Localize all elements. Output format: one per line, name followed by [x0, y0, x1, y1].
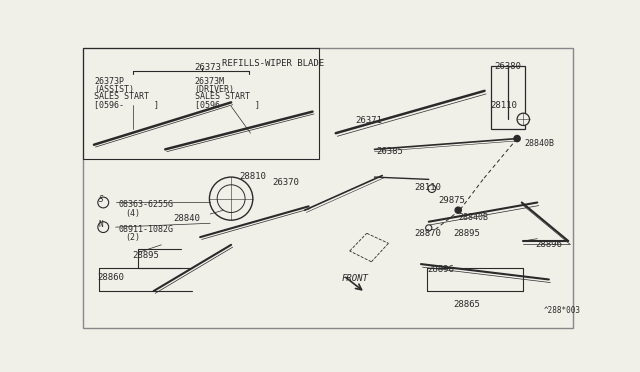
Text: 28840: 28840: [173, 214, 200, 223]
Text: ^288*003: ^288*003: [543, 307, 580, 315]
Text: 28810: 28810: [239, 172, 266, 181]
Text: 28896: 28896: [536, 240, 563, 249]
Text: 26373: 26373: [195, 63, 221, 72]
Text: [0596-      ]: [0596- ]: [195, 100, 260, 109]
Text: 26370: 26370: [272, 178, 299, 187]
Text: N: N: [99, 219, 103, 228]
Text: 26373P: 26373P: [94, 77, 124, 86]
Circle shape: [455, 207, 461, 213]
Text: [0596-      ]: [0596- ]: [94, 100, 159, 109]
Text: 26371: 26371: [355, 116, 382, 125]
Text: 28110: 28110: [415, 183, 442, 192]
Text: S: S: [99, 195, 103, 204]
Text: 26380: 26380: [494, 62, 521, 71]
Text: 28840B: 28840B: [525, 139, 555, 148]
Text: 29875: 29875: [438, 196, 465, 205]
Text: 28870: 28870: [415, 230, 442, 238]
Text: 26385: 26385: [376, 147, 403, 156]
Text: 28840B: 28840B: [458, 212, 488, 221]
Text: 26373M: 26373M: [195, 77, 225, 86]
Circle shape: [517, 113, 529, 125]
Circle shape: [428, 185, 436, 192]
Text: (ASSIST): (ASSIST): [94, 85, 134, 94]
Text: 28896: 28896: [428, 265, 454, 274]
Text: SALES START: SALES START: [94, 92, 149, 102]
Text: FRONT: FRONT: [342, 274, 369, 283]
Circle shape: [426, 225, 432, 231]
Text: (4): (4): [125, 209, 140, 218]
Circle shape: [514, 135, 520, 142]
Text: 28865: 28865: [454, 300, 481, 309]
Bar: [83, 48, 319, 158]
Text: 08363-6255G: 08363-6255G: [119, 200, 173, 209]
Text: (2): (2): [125, 233, 140, 242]
Text: 28895: 28895: [132, 251, 159, 260]
Text: 28860: 28860: [97, 273, 124, 282]
Text: SALES START: SALES START: [195, 92, 250, 102]
Text: 28895: 28895: [454, 230, 481, 238]
Text: REFILLS-WIPER BLADE: REFILLS-WIPER BLADE: [222, 58, 324, 67]
Bar: [491, 66, 525, 129]
Text: 08911-1082G: 08911-1082G: [119, 225, 173, 234]
Text: 28110: 28110: [491, 101, 518, 110]
Text: (DRIVER): (DRIVER): [195, 85, 235, 94]
